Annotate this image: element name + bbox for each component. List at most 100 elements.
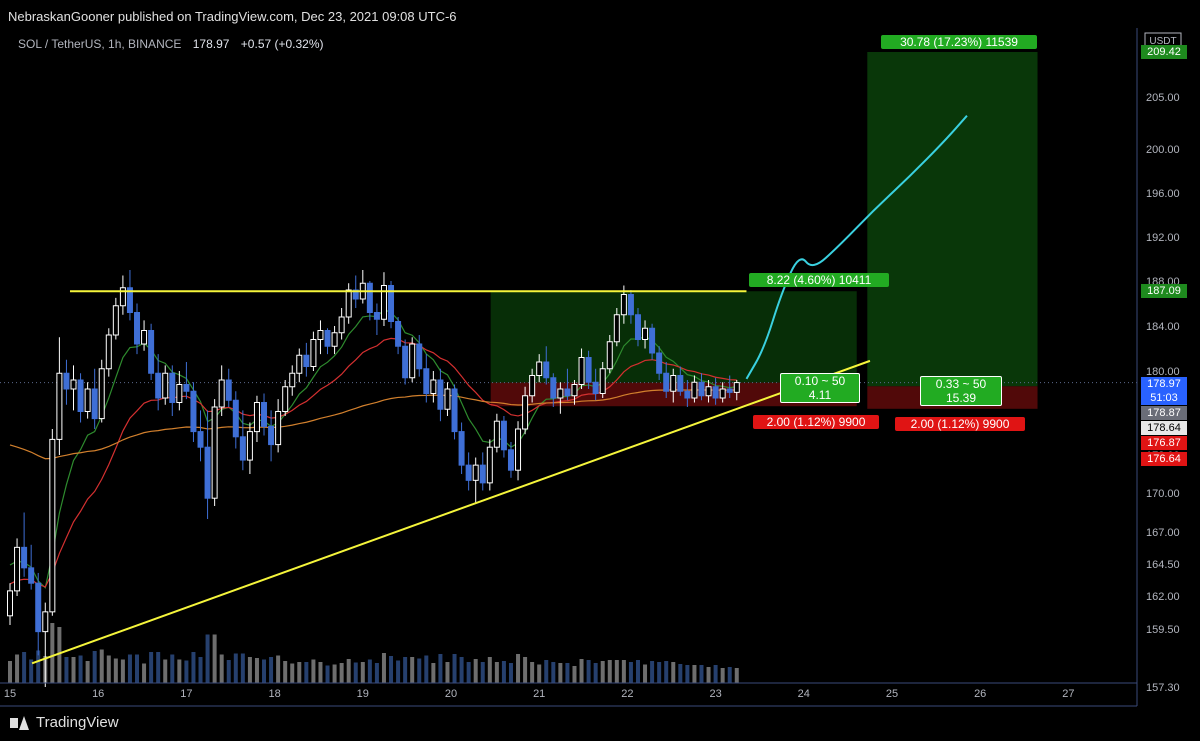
volume-bar bbox=[290, 663, 295, 683]
tradingview-footer[interactable]: TradingView bbox=[10, 714, 119, 731]
volume-bar bbox=[283, 661, 288, 683]
time-tick-label: 22 bbox=[621, 688, 633, 700]
candle-body bbox=[176, 384, 183, 403]
position-2-loss-label: 2.00 (1.12%) 9900 bbox=[895, 417, 1025, 431]
volume-bar bbox=[233, 653, 238, 683]
currency-label: USDT bbox=[1149, 36, 1176, 47]
volume-bar bbox=[367, 659, 372, 683]
candle-body bbox=[310, 339, 317, 367]
candle-body bbox=[204, 446, 211, 499]
candle-body bbox=[239, 436, 246, 461]
volume-bar bbox=[635, 660, 640, 683]
volume-bar bbox=[8, 661, 12, 683]
candle-body bbox=[493, 420, 500, 448]
volume-bar bbox=[685, 665, 690, 683]
volume-bar bbox=[508, 663, 513, 683]
candle-body bbox=[126, 287, 133, 313]
tradingview-logo-icon bbox=[10, 715, 30, 730]
volume-bar bbox=[657, 662, 662, 683]
position-2-profit-label: 30.78 (17.23%) 11539 bbox=[881, 35, 1037, 49]
candle-body bbox=[21, 546, 28, 569]
volume-bar bbox=[643, 664, 648, 683]
candle-body bbox=[592, 381, 599, 394]
candle-body bbox=[91, 388, 98, 420]
candle-body bbox=[70, 379, 77, 390]
candle-body bbox=[345, 289, 352, 318]
candle-body bbox=[691, 381, 698, 399]
candle-body bbox=[7, 590, 13, 617]
candle-body bbox=[557, 388, 564, 399]
volume-bar bbox=[699, 665, 704, 683]
candle-body bbox=[338, 316, 345, 334]
candle-body bbox=[642, 327, 649, 340]
volume-bar bbox=[678, 664, 683, 683]
candle-body bbox=[77, 379, 84, 412]
price-tick-label: 196.00 bbox=[1146, 188, 1180, 200]
candle-body bbox=[578, 357, 585, 385]
price-tick-label: 180.00 bbox=[1146, 366, 1180, 378]
time-tick-label: 17 bbox=[180, 688, 192, 700]
candle-body bbox=[98, 368, 105, 420]
volume-bar bbox=[501, 661, 506, 683]
price-tick-label: 192.00 bbox=[1146, 232, 1180, 244]
candle-body bbox=[268, 425, 275, 446]
price-tick-label: 164.50 bbox=[1146, 559, 1180, 571]
volume-bar bbox=[537, 664, 542, 683]
volume-bar bbox=[734, 668, 739, 683]
publisher-caption: NebraskanGooner published on TradingView… bbox=[8, 9, 457, 24]
candle-body bbox=[296, 354, 303, 374]
volume-bar bbox=[713, 665, 718, 683]
volume-bar bbox=[671, 662, 676, 683]
price-tick-label: 200.00 bbox=[1146, 144, 1180, 156]
volume-bar bbox=[99, 649, 104, 683]
volume-bar bbox=[487, 657, 492, 683]
volume-bar bbox=[163, 659, 168, 683]
candle-body bbox=[458, 431, 465, 466]
symbol-name[interactable]: SOL / TetherUS, 1h, BINANCE bbox=[18, 37, 182, 51]
candle-body bbox=[63, 372, 70, 390]
volume-bar bbox=[621, 660, 626, 683]
volume-bar bbox=[240, 653, 245, 683]
candle-body bbox=[134, 312, 141, 345]
volume-bar bbox=[156, 652, 161, 683]
time-tick-label: 20 bbox=[445, 688, 457, 700]
candle-body bbox=[529, 375, 536, 397]
volume-bar bbox=[212, 634, 217, 683]
candle-body bbox=[571, 384, 578, 397]
volume-bar bbox=[706, 667, 711, 683]
symbol-legend[interactable]: SOL / TetherUS, 1h, BINANCE 178.97 +0.57… bbox=[18, 37, 324, 51]
volume-bar bbox=[50, 623, 55, 683]
price-axis-tag: 178.97 bbox=[1141, 377, 1187, 391]
position-1-ratio-label: 0.10 ~ 50 4.11 bbox=[780, 373, 860, 403]
candle-body bbox=[402, 345, 409, 379]
volume-bar bbox=[353, 662, 358, 683]
volume-bar bbox=[473, 659, 478, 683]
time-tick-label: 25 bbox=[886, 688, 898, 700]
candle-body bbox=[42, 611, 49, 633]
volume-bar bbox=[219, 654, 224, 683]
volume-bar bbox=[403, 657, 408, 683]
candle-body bbox=[606, 341, 613, 370]
volume-bar bbox=[15, 654, 20, 683]
candle-body bbox=[141, 330, 148, 345]
candle-body bbox=[451, 388, 458, 433]
volume-bar bbox=[191, 652, 196, 683]
volume-bar bbox=[452, 654, 457, 683]
candle-body bbox=[190, 390, 197, 433]
volume-bar bbox=[92, 651, 97, 683]
volume-bar bbox=[431, 663, 436, 683]
position-1-profit-label: 8.22 (4.60%) 10411 bbox=[749, 273, 889, 287]
volume-bar bbox=[226, 660, 231, 683]
candle-body bbox=[698, 381, 705, 397]
ascending-trendline bbox=[31, 359, 871, 665]
volume-bar bbox=[424, 655, 429, 683]
candle-body bbox=[395, 321, 402, 347]
volume-bar bbox=[389, 656, 394, 683]
price-tick-label: 184.00 bbox=[1146, 321, 1180, 333]
candle-body bbox=[472, 464, 479, 481]
candle-body bbox=[627, 294, 634, 316]
candle-body bbox=[409, 343, 416, 379]
price-axis-tag: 51:03 bbox=[1141, 391, 1187, 405]
volume-bar bbox=[593, 663, 598, 683]
